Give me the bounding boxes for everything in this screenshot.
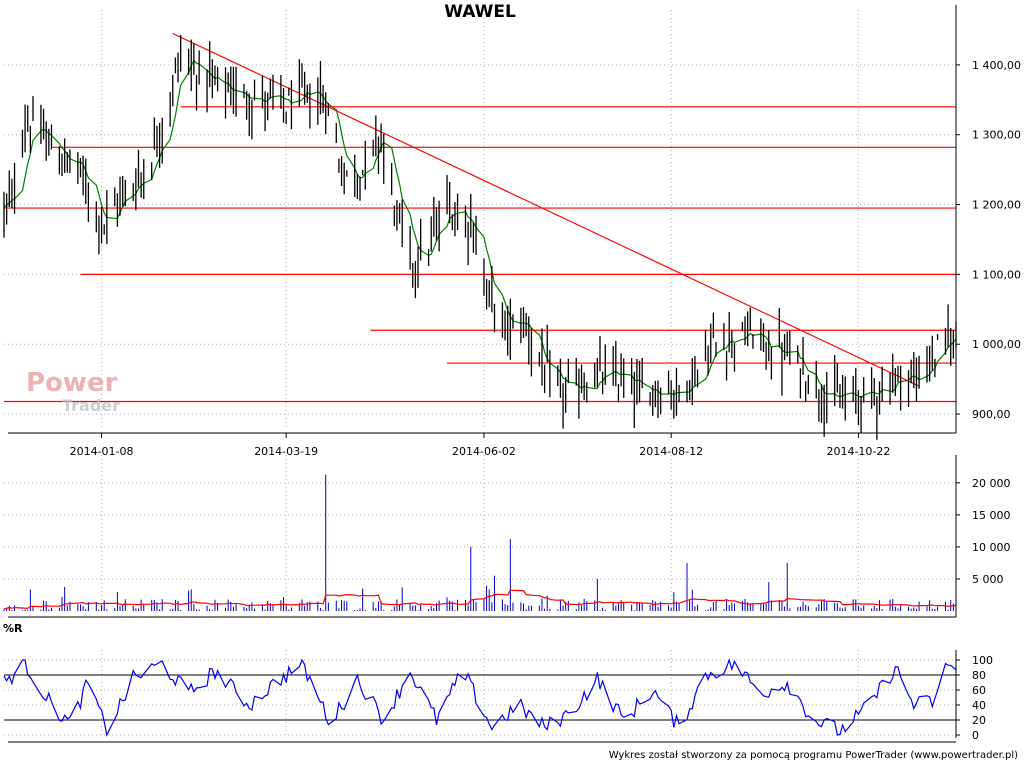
y-tick-label: 1 100,00 [972,268,1021,281]
y-tick-label: 10 000 [972,541,1011,554]
x-tick-label: 2014-08-12 [639,445,703,458]
volume-series [3,474,957,611]
y-tick-label: 1 000,00 [972,338,1021,351]
volume-average-line [3,589,956,610]
volume-average-series [3,589,956,610]
x-tick-label: 2014-10-22 [826,445,890,458]
y-tick-label: 15 000 [972,509,1011,522]
williams-r-line [3,658,957,737]
y-tick-label: 5 000 [972,573,1004,586]
price-ohlc-series [3,34,957,440]
moving-average-series [3,59,957,399]
y-tick-label: 20 [972,714,986,727]
footer-credit: Wykres został stworzony za pomocą progra… [608,750,1018,761]
y-tick-label: 0 [972,729,979,742]
axes [8,5,957,743]
x-tick-label: 2014-06-02 [452,445,516,458]
y-tick-label: 1 200,00 [972,199,1021,212]
y-tick-label: 1 400,00 [972,59,1021,72]
tick-labels: 2014-01-08 2014-03-19 2014-06-02 2014-08-12… [70,59,1021,742]
resistance-support-levels [4,32,956,403]
williams-r-series [3,658,957,737]
moving-average-line [3,59,957,399]
williams-r-label: %R [3,622,23,635]
chart-title: WAWEL [444,2,516,22]
powertrader-logo: Power Trader [26,368,121,415]
y-tick-label: 1 300,00 [972,129,1021,142]
y-tick-label: 100 [972,654,993,667]
y-tick-label: 900,00 [972,408,1011,421]
trendline [172,32,920,387]
y-tick-label: 20 000 [972,477,1011,490]
x-tick-label: 2014-01-08 [70,445,134,458]
y-tick-label: 80 [972,669,986,682]
y-tick-label: 60 [972,684,986,697]
y-tick-label: 40 [972,699,986,712]
x-tick-label: 2014-03-19 [254,445,318,458]
